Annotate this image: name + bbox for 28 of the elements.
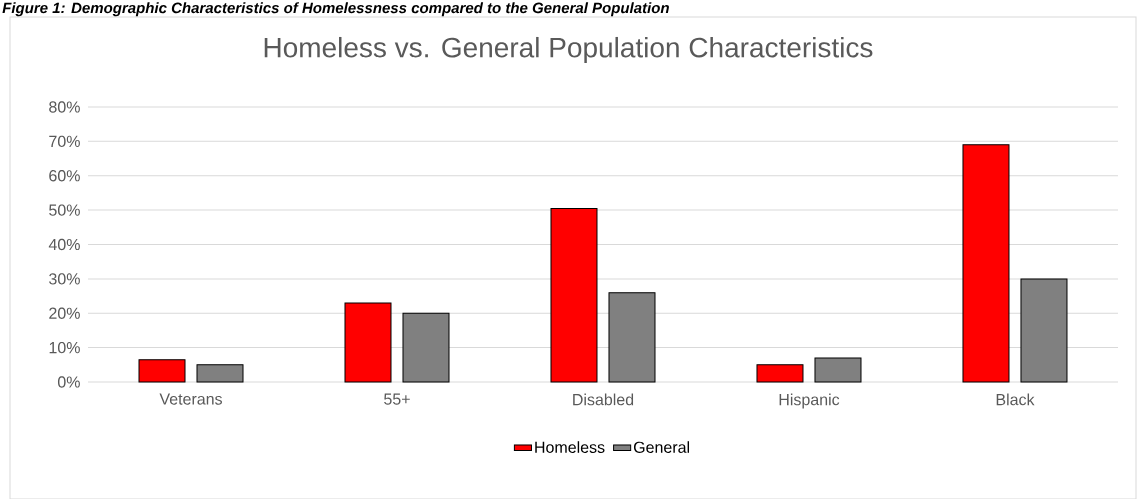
y-tick-label: 80% (49, 101, 80, 113)
legend-label: Homeless (535, 441, 605, 453)
legend-label: General (633, 441, 690, 453)
y-tick-label: 70% (49, 135, 80, 148)
bar (608, 292, 656, 383)
bar (402, 312, 450, 383)
caption: Figure 1: Demographic Characteristics of Homelessness compared to the General Population (2, 2, 669, 17)
y-tick-label: 60% (49, 170, 80, 182)
y-tick-label: 50% (49, 204, 80, 216)
y-tick-label: 30% (49, 273, 80, 285)
x-tick-label: Black (996, 393, 1035, 406)
bar (814, 357, 862, 383)
bar (344, 302, 392, 383)
bar (962, 144, 1010, 383)
bar (1020, 278, 1068, 383)
x-tick-label: Veterans (159, 393, 222, 405)
bar (550, 207, 598, 383)
y-tick-label: 0% (57, 376, 80, 388)
bar (196, 364, 244, 383)
chart-title: Homeless vs. General Population Characteristics (264, 36, 873, 64)
y-tick-label: 40% (48, 238, 80, 251)
y-tick-label: 10% (49, 341, 80, 354)
x-tick-label: Disabled (573, 393, 634, 406)
bar (138, 359, 186, 383)
y-tick-label: 20% (49, 307, 80, 319)
x-tick-label: Hispanic (779, 393, 840, 409)
bar (756, 364, 804, 383)
x-tick-label: 55+ (384, 393, 410, 405)
